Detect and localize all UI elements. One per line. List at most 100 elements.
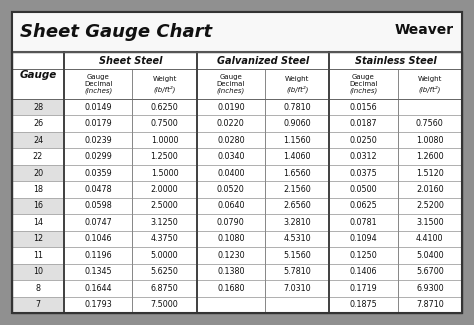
Text: (lb/ft²): (lb/ft²) [153, 85, 176, 93]
Text: 2.1560: 2.1560 [283, 185, 311, 194]
Bar [197, 247, 265, 264]
Bar [329, 132, 398, 149]
Text: 0.1230: 0.1230 [217, 251, 245, 260]
Text: Weight: Weight [418, 76, 442, 82]
Bar [12, 52, 64, 99]
Text: 1.1560: 1.1560 [283, 136, 311, 145]
Text: Galvanized Steel: Galvanized Steel [217, 56, 309, 66]
Text: Gauge: Gauge [219, 74, 242, 80]
Bar [398, 181, 462, 198]
Bar [12, 231, 64, 247]
Bar [64, 198, 132, 214]
Bar [64, 264, 132, 280]
Bar [132, 115, 197, 132]
Text: 0.1250: 0.1250 [350, 251, 377, 260]
Text: 7.5000: 7.5000 [151, 300, 178, 309]
Text: 1.6560: 1.6560 [283, 169, 311, 177]
Text: 28: 28 [33, 103, 43, 112]
Text: 0.0312: 0.0312 [350, 152, 377, 161]
Text: 1.2600: 1.2600 [416, 152, 444, 161]
Text: 0.7500: 0.7500 [151, 119, 178, 128]
Text: 0.0250: 0.0250 [350, 136, 377, 145]
Bar [197, 149, 265, 165]
Text: 0.0640: 0.0640 [217, 202, 245, 211]
Bar [329, 231, 398, 247]
Text: 5.0000: 5.0000 [151, 251, 178, 260]
Bar [265, 149, 329, 165]
Bar [12, 115, 64, 132]
Bar [265, 99, 329, 115]
Text: 1.5000: 1.5000 [151, 169, 178, 177]
Bar [64, 296, 132, 313]
Bar [265, 165, 329, 181]
Bar [64, 214, 132, 231]
Text: Gauge: Gauge [352, 74, 375, 80]
Bar [329, 247, 398, 264]
Text: 0.0299: 0.0299 [84, 152, 112, 161]
Text: 2.0160: 2.0160 [416, 185, 444, 194]
Bar [64, 69, 132, 99]
Bar [265, 231, 329, 247]
Text: 0.0156: 0.0156 [350, 103, 377, 112]
Bar [197, 296, 265, 313]
Text: 0.0375: 0.0375 [350, 169, 377, 177]
Text: 0.1345: 0.1345 [84, 267, 112, 276]
Bar [64, 115, 132, 132]
Text: Gauge: Gauge [87, 74, 109, 80]
Bar [132, 99, 197, 115]
Text: 7: 7 [36, 300, 41, 309]
Bar [398, 280, 462, 296]
Text: 7.8710: 7.8710 [416, 300, 444, 309]
Bar [64, 99, 132, 115]
Text: 11: 11 [33, 251, 43, 260]
Text: 0.0400: 0.0400 [217, 169, 245, 177]
Text: 3.2810: 3.2810 [283, 218, 311, 227]
Text: 2.6560: 2.6560 [283, 202, 311, 211]
Bar [398, 198, 462, 214]
Text: 0.1406: 0.1406 [350, 267, 377, 276]
Bar [197, 214, 265, 231]
Bar [398, 296, 462, 313]
Text: 0.7560: 0.7560 [416, 119, 444, 128]
Bar [265, 132, 329, 149]
Text: 2.5000: 2.5000 [151, 202, 178, 211]
Bar [12, 264, 64, 280]
Text: (inches): (inches) [84, 88, 112, 94]
Bar [64, 247, 132, 264]
Text: 0.0220: 0.0220 [217, 119, 245, 128]
Text: 10: 10 [33, 267, 43, 276]
Bar [12, 198, 64, 214]
Text: (inches): (inches) [217, 88, 245, 94]
Bar [329, 99, 398, 115]
Bar [12, 132, 64, 149]
Bar [12, 165, 64, 181]
Text: (lb/ft²): (lb/ft²) [419, 85, 441, 93]
Bar [12, 99, 64, 115]
Bar [329, 181, 398, 198]
Text: 0.1380: 0.1380 [217, 267, 245, 276]
Text: 0.1793: 0.1793 [84, 300, 112, 309]
Bar [398, 69, 462, 99]
Bar [132, 280, 197, 296]
Bar [64, 149, 132, 165]
Text: 0.0478: 0.0478 [84, 185, 112, 194]
Bar [12, 181, 64, 198]
Text: Gauge: Gauge [19, 71, 56, 81]
Text: Sheet Gauge Chart: Sheet Gauge Chart [20, 23, 212, 41]
Text: 5.1560: 5.1560 [283, 251, 311, 260]
Text: 0.1644: 0.1644 [84, 284, 112, 293]
Text: 0.0500: 0.0500 [350, 185, 377, 194]
Text: 22: 22 [33, 152, 43, 161]
Bar [64, 280, 132, 296]
Bar [329, 149, 398, 165]
Text: 0.1080: 0.1080 [217, 234, 245, 243]
Bar [132, 69, 197, 99]
Text: 0.0340: 0.0340 [217, 152, 245, 161]
Bar [12, 247, 64, 264]
Text: 0.0598: 0.0598 [84, 202, 112, 211]
Text: Decimal: Decimal [84, 81, 112, 87]
Bar [265, 181, 329, 198]
Bar [197, 264, 265, 280]
Bar [64, 52, 197, 69]
Text: 0.1046: 0.1046 [84, 234, 112, 243]
